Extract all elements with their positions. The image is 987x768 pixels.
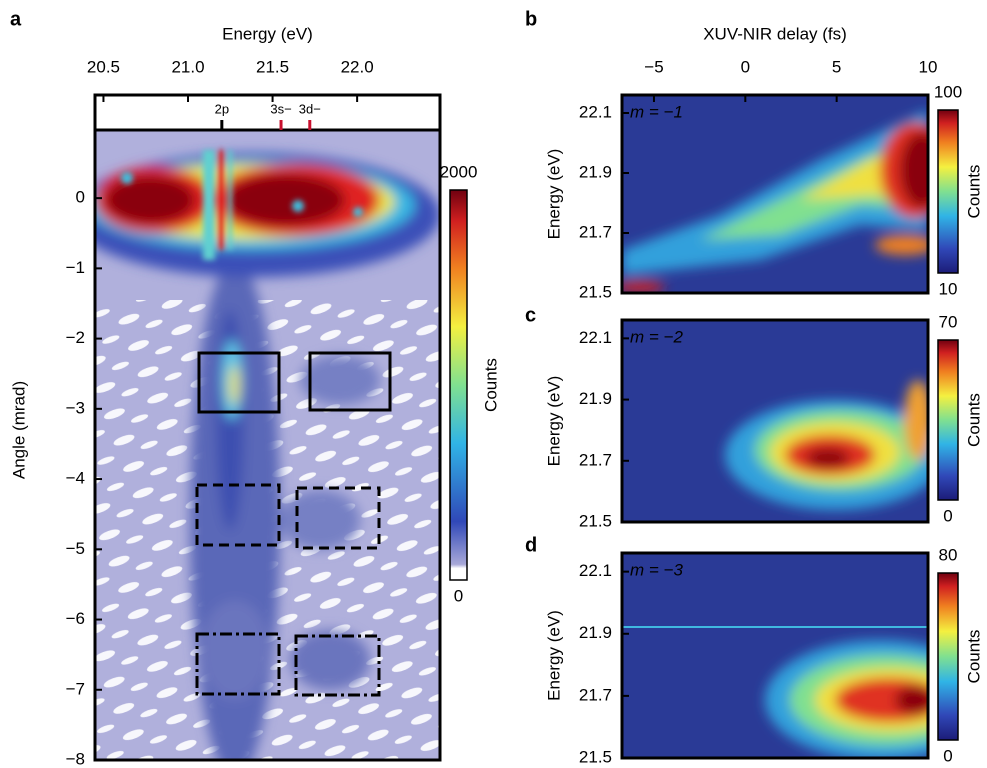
colorbar-tick-label: 100 <box>934 82 962 101</box>
y-tick-label: 21.9 <box>579 623 612 642</box>
colorbar-tick-label: 2000 <box>440 162 478 181</box>
panel-label: b <box>525 8 537 30</box>
panel-annotation: m = −3 <box>630 560 683 579</box>
y-tick-label: −1 <box>66 258 85 277</box>
y-tick-label: −5 <box>66 539 85 558</box>
y-axis-label: Energy (eV) <box>544 376 563 467</box>
y-tick-label: 22.1 <box>579 102 612 121</box>
level-strip <box>95 95 440 130</box>
x-tick-label: 0 <box>741 57 750 76</box>
y-tick-label: 0 <box>76 188 85 207</box>
y-tick-label: 21.7 <box>579 222 612 241</box>
colorbar-tick-label: 80 <box>939 545 958 564</box>
colorbar-label: Counts <box>481 358 500 412</box>
heatmap-image <box>622 320 928 522</box>
y-tick-label: −7 <box>66 679 85 698</box>
x-tick-label: 21.5 <box>256 57 289 76</box>
y-tick-label: 21.9 <box>579 389 612 408</box>
y-tick-label: −2 <box>66 328 85 347</box>
heatmap-image <box>95 130 440 760</box>
colorbar-tick-label: 0 <box>454 586 463 605</box>
panel-annotation: m = −1 <box>630 102 683 121</box>
y-tick-label: −8 <box>66 749 85 768</box>
colorbar-label: Counts <box>964 393 983 447</box>
y-tick-label: −4 <box>66 469 85 488</box>
x-tick-label: 10 <box>919 57 938 76</box>
frame <box>620 93 930 295</box>
colorbar <box>937 572 959 741</box>
colorbar-tick-label: 10 <box>939 279 958 298</box>
colorbar <box>937 339 959 501</box>
y-axis-label: Angle (mrad) <box>9 381 28 479</box>
panel-annotation: m = −2 <box>630 327 683 346</box>
x-tick-label: 22.0 <box>341 57 374 76</box>
y-tick-label: 21.5 <box>579 511 612 530</box>
panel-label: d <box>525 534 537 556</box>
y-tick-label: −6 <box>66 609 85 628</box>
y-tick-label: 22.1 <box>579 328 612 347</box>
panel-label: a <box>10 8 22 30</box>
frame <box>93 93 442 762</box>
x-tick-label: 5 <box>832 57 841 76</box>
x-axis-label: XUV-NIR delay (fs) <box>703 24 847 43</box>
colorbar <box>449 189 468 581</box>
level-label: 3s− <box>270 101 291 116</box>
level-label: 2p <box>215 101 229 116</box>
y-tick-label: −3 <box>66 398 85 417</box>
heatmap-image <box>622 95 928 293</box>
y-axis-label: Energy (eV) <box>544 149 563 240</box>
y-tick-label: 21.7 <box>579 450 612 469</box>
panel-label: c <box>525 304 536 326</box>
colorbar-tick-label: 0 <box>943 746 952 765</box>
colorbar <box>937 109 959 274</box>
colorbar-tick-label: 0 <box>943 506 952 525</box>
frame <box>620 318 930 524</box>
colorbar-label: Counts <box>964 165 983 219</box>
x-tick-label: 21.0 <box>171 57 204 76</box>
x-axis-label: Energy (eV) <box>222 24 313 43</box>
y-tick-label: 21.7 <box>579 685 612 704</box>
regions <box>195 351 392 697</box>
level-label: 3d− <box>299 101 321 116</box>
heatmap-image <box>622 553 928 758</box>
y-tick-label: 21.5 <box>579 747 612 766</box>
frame <box>620 551 930 760</box>
x-tick-label: 20.5 <box>87 57 120 76</box>
y-axis-label: Energy (eV) <box>544 610 563 701</box>
colorbar-tick-label: 70 <box>939 312 958 331</box>
y-tick-label: 21.5 <box>579 282 612 301</box>
x-tick-label: −5 <box>644 57 663 76</box>
y-tick-label: 21.9 <box>579 162 612 181</box>
colorbar-label: Counts <box>964 630 983 684</box>
y-tick-label: 22.1 <box>579 561 612 580</box>
